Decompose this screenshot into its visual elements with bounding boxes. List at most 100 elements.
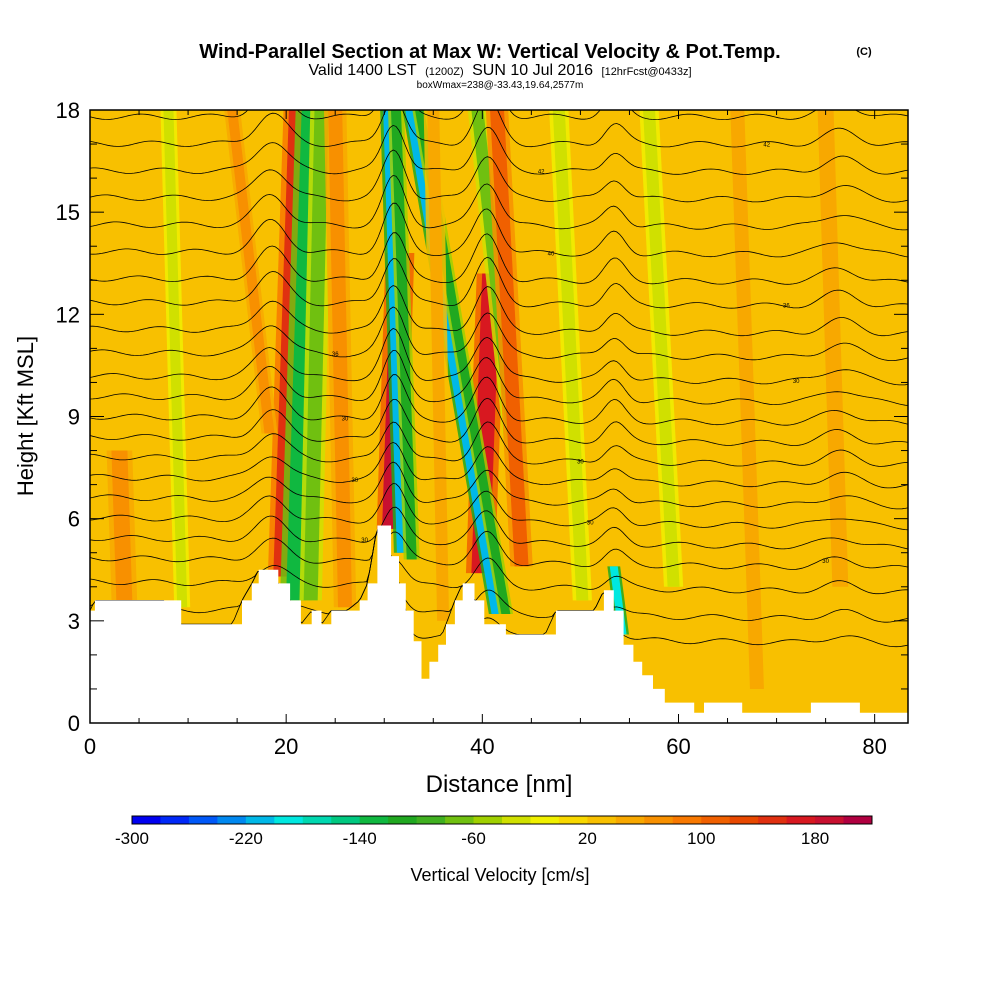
colorbar-swatch (672, 816, 702, 824)
colorbar-swatch (160, 816, 190, 824)
isentrope-line (90, 397, 908, 446)
colorbar-tick-label: 20 (578, 829, 597, 848)
forecast-info: [12hrFcst@0433z] (602, 66, 692, 78)
colorbar-tick-label: -60 (461, 829, 486, 848)
velocity-core (163, 110, 188, 608)
colorbar-swatch (359, 816, 389, 824)
colorbar-swatch (302, 816, 332, 824)
y-tick-label: 9 (68, 405, 80, 430)
x-axis-label: Distance [nm] (426, 771, 573, 798)
y-tick-label: 18 (56, 98, 80, 123)
colorbar-swatch (558, 816, 588, 824)
plot-area: 34303030303030303636404242 (90, 110, 908, 723)
isentrope-label: 30 (587, 520, 594, 526)
colorbar-swatch (644, 816, 674, 824)
x-tick-label: 40 (470, 734, 494, 759)
isentrope-line (90, 526, 908, 595)
isentrope-line (90, 110, 908, 121)
colorbar-tick-label: 100 (687, 829, 715, 848)
colorbar-swatch (843, 816, 873, 824)
isentrope-line (90, 374, 908, 426)
isentrope-line (90, 202, 908, 258)
isentrope-label: 30 (577, 460, 584, 466)
isentrope-line (90, 232, 908, 285)
isentrope-line (90, 256, 908, 309)
isentrope-label: 30 (342, 417, 349, 423)
velocity-core (328, 110, 353, 608)
velocity-core (303, 110, 329, 601)
valid-utc: (1200Z) (425, 66, 464, 78)
colorbar: -300 -220 -140 -60 20 100 180 (115, 815, 873, 848)
velocity-features (106, 110, 854, 689)
velocity-core (817, 110, 849, 587)
colorbar-swatch (502, 816, 531, 824)
colorbar-swatch (217, 816, 247, 824)
isentrope-line (90, 285, 908, 337)
colorbar-swatch (388, 816, 418, 824)
x-tick-label: 60 (666, 734, 690, 759)
colorbar-swatch (729, 816, 759, 824)
isentrope-line (90, 124, 908, 175)
colorbar-swatch (587, 816, 617, 824)
x-tick-label: 20 (274, 734, 298, 759)
y-tick-label: 6 (68, 507, 80, 532)
colorbar-tick-label: -140 (343, 829, 377, 848)
colorbar-swatch (758, 816, 788, 824)
colorbar-swatch (786, 816, 816, 824)
colorbar-swatch (245, 816, 275, 824)
isentrope-line (90, 306, 908, 361)
terrain-mask (90, 525, 908, 723)
colorbar-swatch (615, 816, 645, 824)
y-axis-label: Height [Kft MSL] (13, 336, 38, 496)
isentrope-line (90, 110, 908, 148)
isentrope-line (90, 526, 908, 570)
colorbar-swatch (331, 816, 361, 824)
isentrope-line (90, 149, 908, 203)
isentrope-line (90, 526, 908, 623)
colorbar-swatch (445, 816, 475, 824)
isentrope-line (90, 461, 908, 510)
copyright-mark: (C) (856, 46, 872, 58)
isentrope-label: 30 (822, 559, 829, 565)
isentrope-line (90, 421, 908, 467)
colorbar-frame (131, 815, 873, 825)
y-tick-label: 15 (56, 200, 80, 225)
colorbar-swatch (473, 816, 503, 824)
isentrope-line (90, 328, 908, 386)
isentrope-line (90, 441, 908, 489)
x-tick-label: 80 (862, 734, 886, 759)
velocity-core (552, 110, 589, 601)
isentrope-label: 40 (548, 251, 555, 257)
colorbar-swatch (416, 816, 446, 824)
y-tick-label: 3 (68, 609, 80, 634)
colorbar-swatch (530, 816, 560, 824)
isentrope-label: 30 (351, 478, 358, 484)
isentrope-line (90, 483, 908, 531)
colorbar-label: Vertical Velocity [cm/s] (410, 865, 589, 885)
box-info: boxWmax=238@-33.43,19.64,2577m (417, 80, 584, 91)
velocity-core (427, 110, 450, 621)
colorbar-swatch (274, 816, 304, 824)
colorbar-swatch (132, 816, 161, 824)
colorbar-tick-label: 180 (801, 829, 829, 848)
velocity-core (490, 110, 529, 567)
velocity-core (111, 450, 133, 601)
valid-prefix: Valid 1400 LST (308, 62, 416, 79)
y-tick-label: 0 (68, 711, 80, 736)
isentrope-label: 36 (783, 304, 790, 310)
valid-time-line: Valid 1400 LST (1200Z) SUN 10 Jul 2016 [… (308, 62, 691, 79)
colorbar-swatch (815, 816, 845, 824)
isentrope-line (90, 349, 908, 406)
isentrope-label: 30 (361, 538, 368, 544)
isentrope-line (90, 174, 908, 231)
isentrope-label: 30 (793, 379, 800, 385)
colorbar-swatch (701, 816, 731, 824)
velocity-core (227, 110, 275, 434)
velocity-core (643, 110, 680, 587)
isentrope-label: 42 (538, 169, 545, 175)
isentrope-line (90, 506, 908, 550)
colorbar-tick-label: -220 (229, 829, 263, 848)
